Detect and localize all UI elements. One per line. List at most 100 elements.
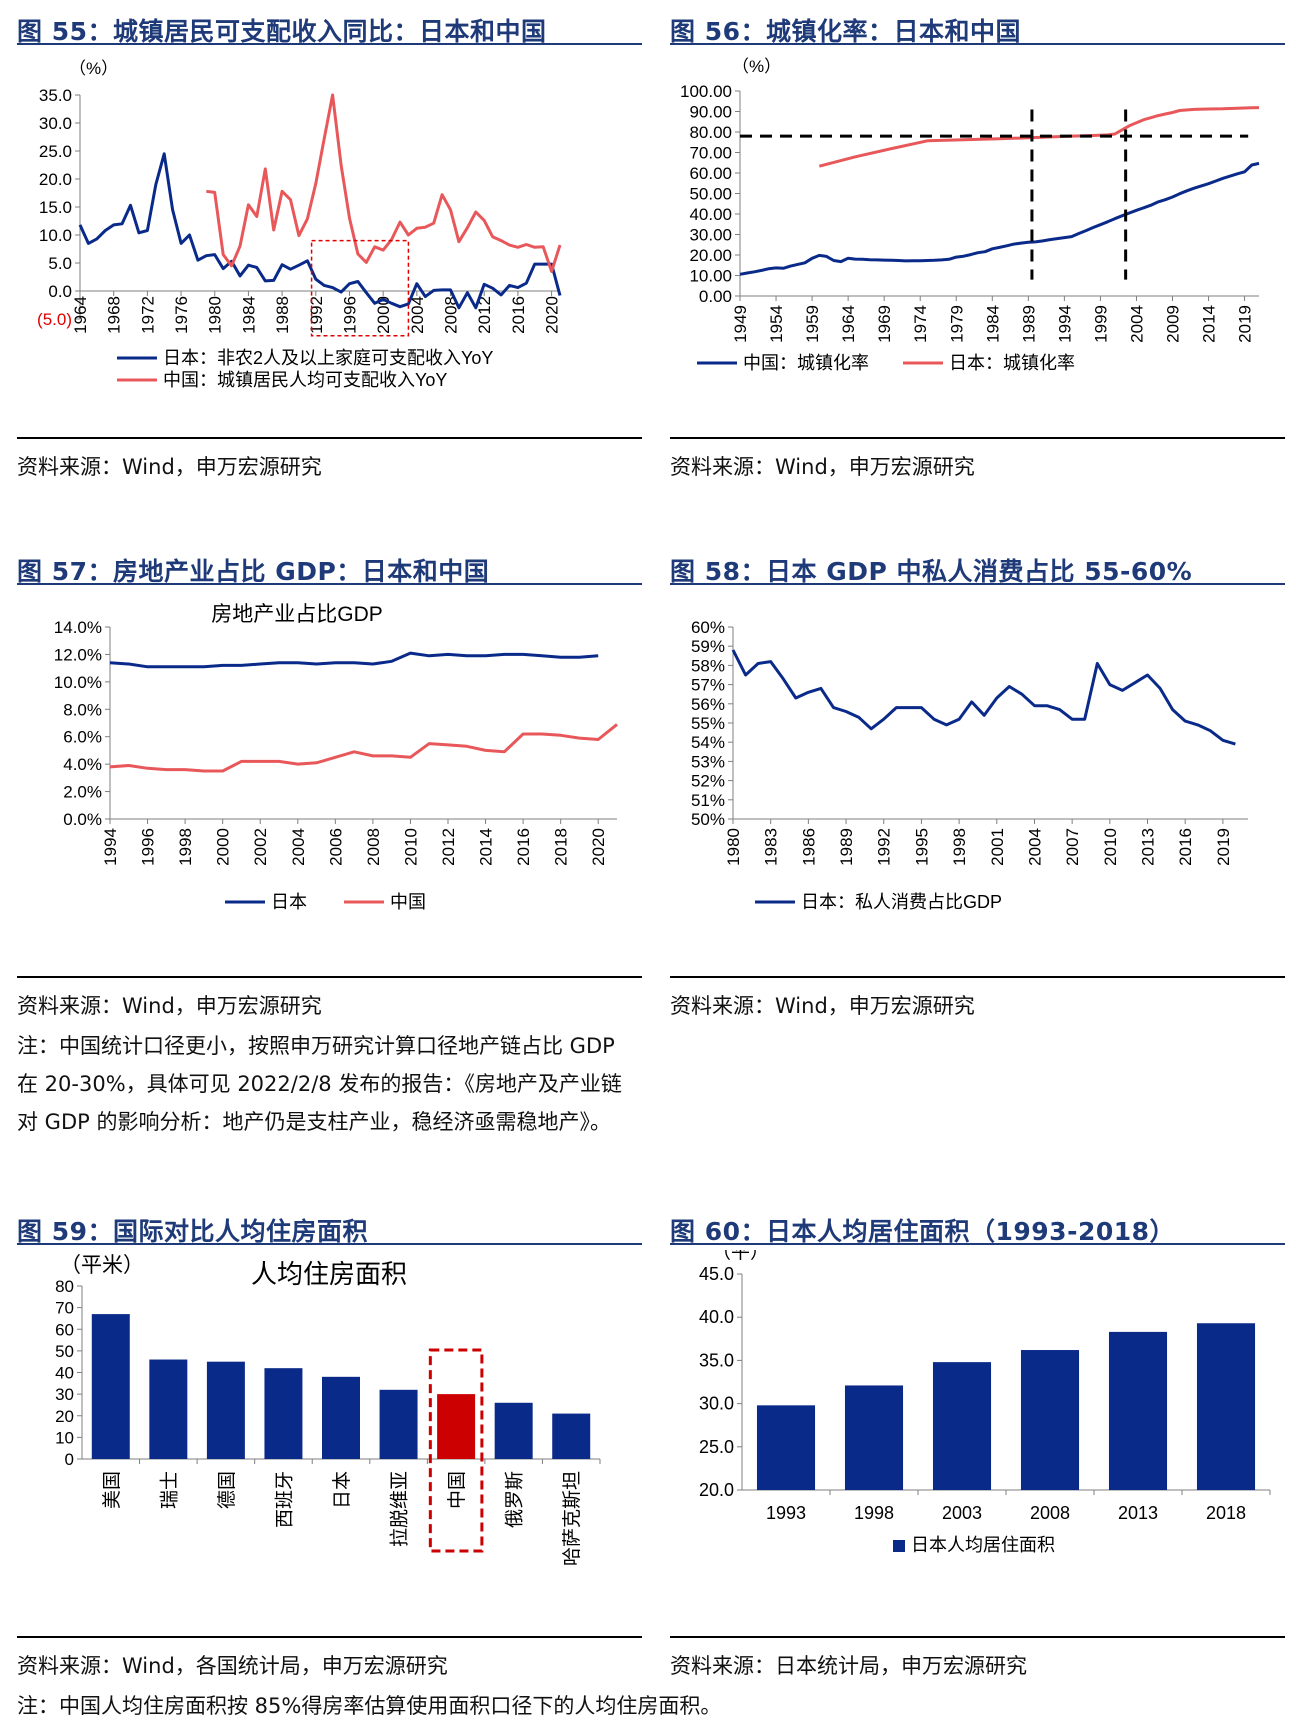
panel-title: 图 60：日本人均居住面积（1993-2018） [670, 1217, 1176, 1246]
legend-label: 日本人均居住面积 [911, 1535, 1055, 1555]
y-tick-label: 35.0 [699, 1350, 734, 1370]
bar [1020, 1350, 1080, 1490]
bar [264, 1368, 303, 1459]
title-rule [670, 43, 1285, 45]
x-tick-label: 1964 [839, 305, 858, 343]
x-tick-label: 1995 [912, 828, 931, 866]
y-tick-label: 57% [691, 676, 725, 695]
series-line [739, 161, 1260, 276]
y-tick-label: 60% [691, 618, 725, 637]
bar [844, 1385, 904, 1490]
y-tick-label: 35.0 [39, 86, 72, 105]
bar [91, 1314, 130, 1459]
y-tick-label: 4.0% [63, 755, 102, 774]
y-tick-label: 70.00 [689, 144, 732, 163]
y-tick-label: 2.0% [63, 783, 102, 802]
x-tick-label: 哈萨克斯坦 [561, 1471, 583, 1566]
x-tick-label: 1972 [138, 296, 157, 334]
panel-title: 图 55：城镇居民可支配收入同比：日本和中国 [17, 17, 547, 46]
x-tick-label: 日本 [331, 1471, 353, 1509]
note-line: 在 20-30%，具体可见 2022/2/8 发布的报告：《房地产及产业链 [17, 1072, 622, 1096]
y-tick-label: 53% [691, 752, 725, 771]
x-tick-label: 2016 [1176, 828, 1195, 866]
x-tick-label: 1992 [875, 828, 894, 866]
x-tick-label: 1959 [803, 305, 822, 343]
bar [932, 1362, 992, 1490]
x-tick-label: 1996 [340, 296, 359, 334]
x-tick-label: 俄罗斯 [504, 1471, 526, 1528]
legend-swatch [893, 1540, 905, 1552]
y-tick-label: 10.00 [689, 267, 732, 286]
series-line [818, 106, 1260, 168]
x-tick-label: 德国 [216, 1471, 238, 1509]
chart-fig58: 50%51%52%53%54%55%56%57%58%59%60% 1980 198… [691, 618, 1248, 912]
x-tick-label: 2002 [251, 828, 270, 866]
source-text: 资料来源：Wind，申万宏源研究 [17, 994, 322, 1018]
y-tick-label: 0 [65, 1450, 74, 1469]
y-tick-label: 30.0 [699, 1394, 734, 1414]
y-tick-label: 40.00 [689, 205, 732, 224]
source-text: 资料来源：Wind，申万宏源研究 [670, 455, 975, 479]
note-line: 对 GDP 的影响分析：地产仍是支柱产业，稳经济亟需稳地产》。 [17, 1110, 611, 1134]
x-tick-label: 2010 [1101, 828, 1120, 866]
series-line [78, 152, 562, 310]
bottom-rule [670, 437, 1285, 439]
title-rule [17, 1243, 642, 1245]
y-tick-label: 40.0 [699, 1307, 734, 1327]
x-tick-label: 2000 [374, 296, 393, 334]
y-tick-label: 25.0 [699, 1437, 734, 1457]
y-tick-label: 20.0 [699, 1480, 734, 1500]
bar [756, 1405, 816, 1490]
x-tick-label: 1974 [911, 305, 930, 343]
y-tick-label: 52% [691, 772, 725, 791]
x-tick-label: 1994 [1055, 305, 1074, 343]
legend-label: 中国：城镇化率 [743, 353, 869, 373]
legend-label: 日本：城镇化率 [949, 353, 1075, 373]
highlight-box [310, 239, 410, 337]
source-text: 资料来源：Wind，申万宏源研究 [670, 994, 975, 1018]
x-tick-label: 2003 [942, 1503, 982, 1523]
panel-fig58: 图 58：日本 GDP 中私人消费占比 55-60% 50% 51% 52% 53% 5… [670, 540, 1285, 1040]
x-tick-label: 1980 [724, 828, 743, 866]
y-tick-label: 70 [55, 1299, 74, 1318]
chart-fig59: （平米） 人均住房面积 0 10 20 30 40 50 60 70 80 美国 瑞士 德国 西班牙 日本 拉脱… [55, 1254, 601, 1566]
source-text: 资料来源：日本统计局，申万宏源研究 [670, 1654, 1027, 1678]
source-text: 资料来源：Wind，各国统计局，申万宏源研究 [17, 1654, 448, 1678]
panel-fig55: 图 55：城镇居民可支配收入同比：日本和中国 （%） (5.0) 0.0 5.0 10.… [17, 0, 642, 479]
y-tick-label: 10 [55, 1428, 74, 1447]
x-tick-label: 2008 [442, 296, 461, 334]
x-tick-label: 1998 [176, 828, 195, 866]
y-tick-label: 100.00 [680, 82, 732, 101]
y-tick-label: 10.0% [54, 673, 102, 692]
y-tick-label: 30.00 [689, 226, 732, 245]
x-tick-label: 1983 [762, 828, 781, 866]
bar [322, 1376, 360, 1459]
bottom-rule [17, 1636, 642, 1638]
x-tick-label: 2018 [552, 828, 571, 866]
series-line [206, 93, 562, 273]
x-tick-label: 1992 [307, 296, 326, 334]
y-tick-label: 6.0% [63, 728, 102, 747]
x-tick-label: 2004 [289, 828, 308, 866]
x-tick-label: 2012 [439, 828, 458, 866]
x-tick-label: 1999 [1091, 305, 1110, 343]
title-rule [670, 1243, 1285, 1245]
y-tick-label: 20.00 [689, 246, 732, 265]
x-tick-label: 1968 [105, 296, 124, 334]
y-unit-label: （平） [712, 1250, 769, 1263]
x-tick-label: 1964 [71, 296, 90, 334]
x-tick-label: 2013 [1139, 828, 1158, 866]
x-tick-label: 1998 [950, 828, 969, 866]
x-tick-label: 1984 [983, 305, 1002, 343]
source-text: 资料来源：Wind，申万宏源研究 [17, 455, 322, 479]
chart-fig55: （%） (5.0) 0.0 5.0 10.0 15.0 20.0 25.0 30.0 35.0 19… [37, 59, 562, 390]
x-tick-label: 2001 [988, 828, 1007, 866]
x-tick-label: 2018 [1206, 1503, 1246, 1523]
y-tick-label: 12.0% [54, 645, 102, 664]
chart-title: 房地产业占比GDP [211, 603, 383, 626]
panel-fig59: 图 59：国际对比人均住房面积 （平米） 人均住房面积 0 10 20 30 40 50 60 7… [17, 1200, 721, 1735]
x-tick-label: 2004 [408, 296, 427, 334]
y-tick-label: 14.0% [54, 618, 102, 637]
x-tick-label: 2007 [1063, 828, 1082, 866]
